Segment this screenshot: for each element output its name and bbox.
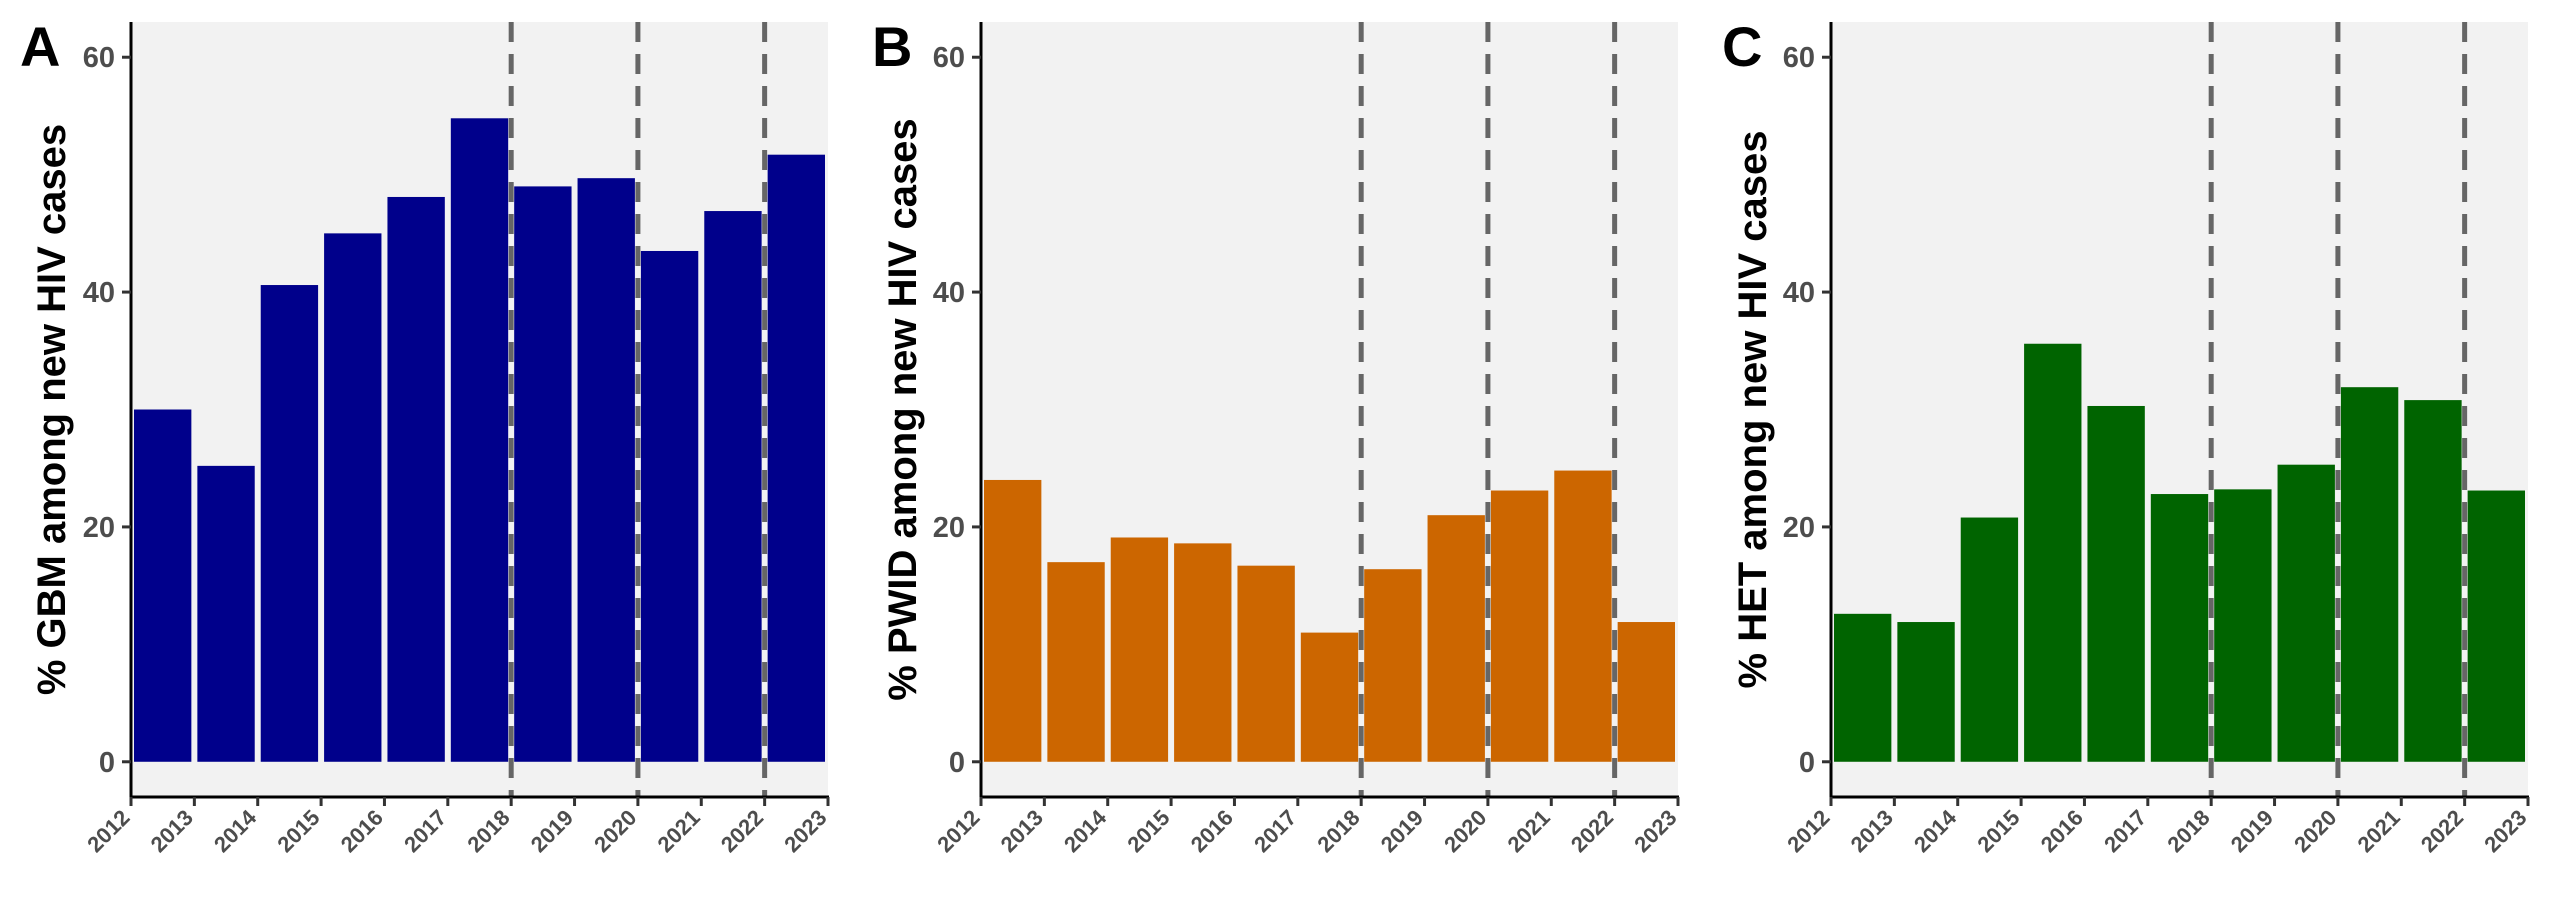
bar-2018 [514,186,572,762]
bar-2022 [767,154,825,762]
bar-2016 [387,196,445,762]
bar-2013 [1897,622,1955,762]
bar-2014 [260,285,319,762]
panel-label: B [872,15,912,78]
panel-label: A [20,15,60,78]
bar-2012 [134,409,192,762]
y-axis-title: % HET among new HIV cases [1731,131,1775,689]
bar-2016 [1237,565,1295,762]
bar-2022 [2467,490,2525,762]
bar-2021 [1554,470,1612,762]
y-axis-title: % GBM among new HIV cases [30,124,74,695]
y-tick-label: 40 [933,277,965,309]
bar-2018 [1364,569,1422,762]
bar-2019 [577,178,635,762]
bar-2020 [1490,490,1549,762]
bar-2012 [984,479,1042,762]
y-tick-label: 40 [1783,277,1815,309]
bar-2021 [704,211,762,762]
bar-2019 [1427,515,1485,762]
y-tick-label: 0 [949,747,965,779]
bar-2016 [2087,405,2145,762]
y-tick-label: 40 [83,277,115,309]
y-tick-label: 60 [933,42,965,74]
bar-2017 [2150,494,2209,762]
bar-2013 [197,465,255,762]
bar-2015 [324,233,382,762]
y-tick-label: 60 [83,42,115,74]
bar-2018 [2214,489,2272,762]
bar-2014 [1110,537,1169,762]
y-tick-label: 20 [933,512,965,544]
y-tick-label: 60 [1783,42,1815,74]
y-tick-label: 0 [99,747,115,779]
bar-2015 [1174,543,1232,762]
bar-2012 [1834,613,1892,762]
y-tick-label: 20 [1783,512,1815,544]
bar-2020 [640,250,699,762]
y-tick-label: 20 [83,512,115,544]
bar-2022 [1617,622,1675,762]
y-tick-label: 0 [1799,747,1815,779]
bar-2015 [2024,343,2082,762]
bar-2013 [1047,562,1105,762]
bar-2020 [2340,387,2399,762]
panel-label: C [1722,15,1762,78]
bar-2017 [1300,632,1359,762]
bar-2017 [450,118,509,762]
bar-2014 [1960,517,2019,762]
bar-2021 [2404,400,2462,762]
bar-2019 [2277,464,2335,762]
y-axis-title: % PWID among new HIV cases [881,118,925,700]
